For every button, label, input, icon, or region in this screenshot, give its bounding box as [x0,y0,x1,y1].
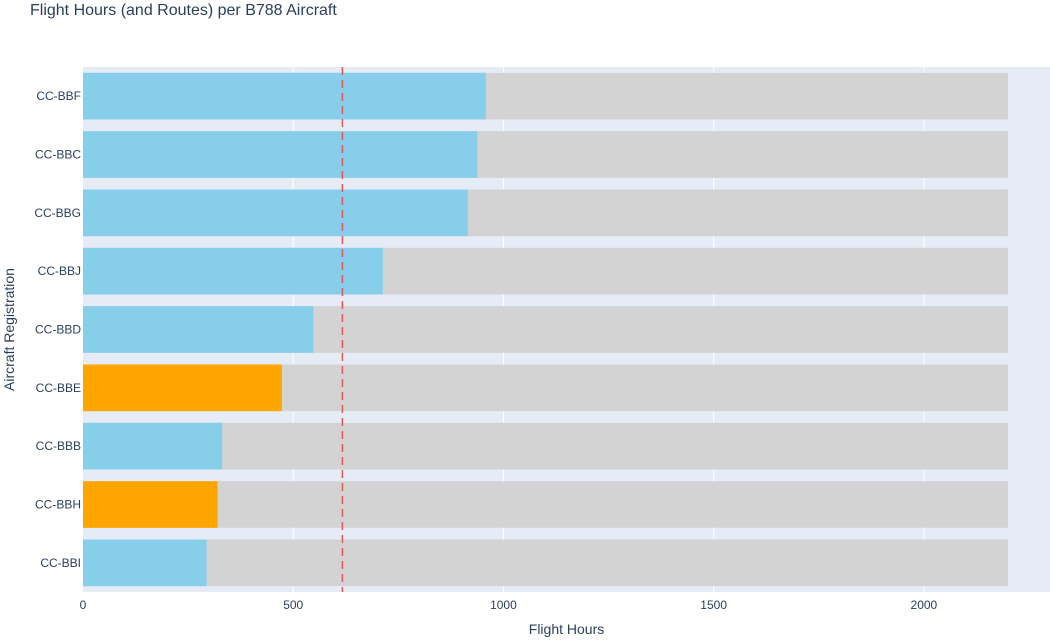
y-tick-label: CC-BBD [35,323,81,337]
flight-hours-bar [83,364,282,412]
x-tick-labels: 0 500 1000 1500 2000 [80,598,938,612]
y-axis-title: Aircraft Registration [1,268,17,391]
flight-hours-bar [83,306,314,353]
flight-hours-bar [83,539,207,587]
capacity-bar [83,422,1008,470]
flight-hours-bar [83,247,383,295]
y-tick-label: CC-BBF [36,89,81,103]
flight-hours-bar [83,481,218,528]
flight-hours-bar [83,189,468,237]
flight-hours-bar [83,422,223,470]
capacity-bar [83,539,1008,587]
flight-hours-bar [83,131,478,178]
x-tick-label: 500 [283,598,303,612]
y-tick-label: CC-BBE [36,381,81,395]
x-axis-title: Flight Hours [529,621,604,637]
y-tick-label: CC-BBG [34,206,81,220]
x-tick-label: 0 [80,598,87,612]
x-tick-label: 1000 [490,598,517,612]
y-tick-label: CC-BBC [35,148,81,162]
y-tick-label: CC-BBB [36,439,81,453]
y-tick-label: CC-BBJ [38,264,81,278]
y-tick-label: CC-BBI [40,556,81,570]
chart-title: Flight Hours (and Routes) per B788 Aircr… [30,2,337,19]
y-tick-labels: CC-BBF CC-BBC CC-BBG CC-BBJ CC-BBD CC-BBE CC-B… [34,89,81,570]
capacity-bar [83,481,1008,528]
x-tick-label: 2000 [911,598,938,612]
y-tick-label: CC-BBH [35,498,81,512]
bars [83,72,1008,587]
flight-hours-bar [83,72,486,120]
x-tick-label: 1500 [700,598,727,612]
